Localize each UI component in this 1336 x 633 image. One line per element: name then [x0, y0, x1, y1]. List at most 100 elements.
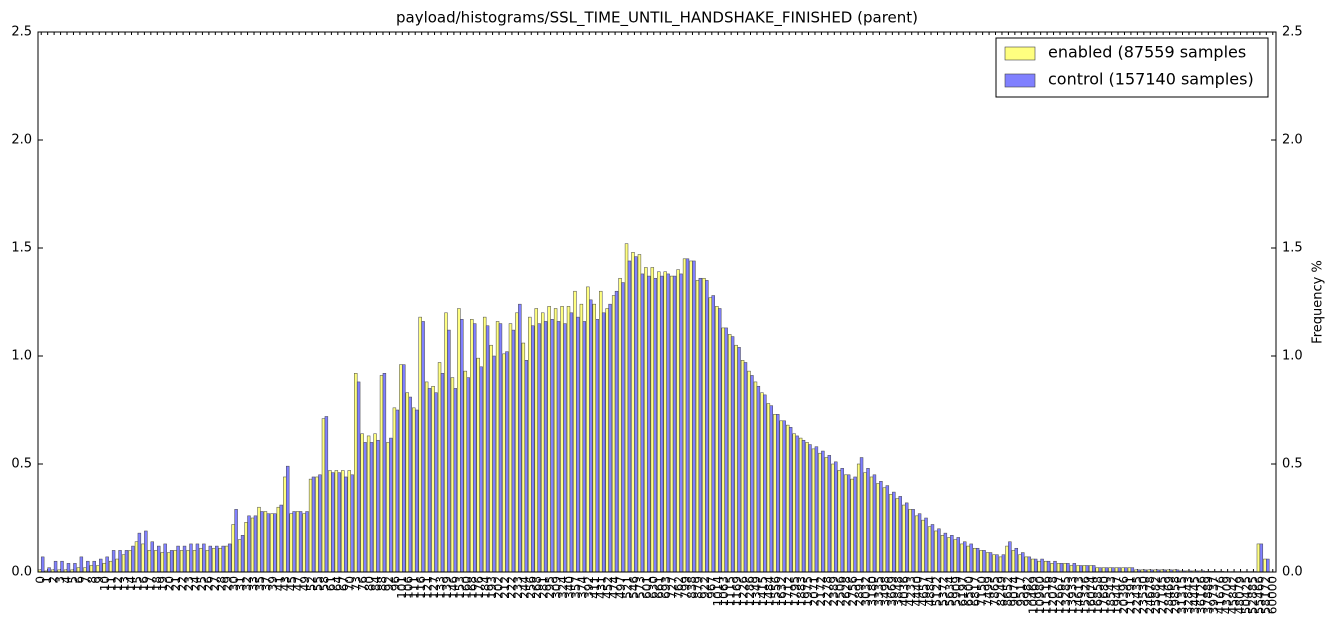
- bar: [231, 524, 235, 573]
- bar: [356, 381, 361, 573]
- x-tick-label: 661: [653, 576, 667, 599]
- bar: [253, 515, 258, 573]
- bar: [1095, 567, 1099, 573]
- bar: [647, 275, 651, 573]
- bar: [611, 295, 616, 573]
- bar: [66, 563, 71, 573]
- bar: [134, 541, 139, 573]
- bar: [608, 303, 612, 573]
- bar: [850, 478, 854, 573]
- bar: [601, 312, 606, 573]
- x-tick-label: 2756: [846, 576, 860, 607]
- x-tick-label: 630: [646, 576, 660, 599]
- bar: [47, 567, 51, 573]
- bar: [479, 366, 483, 573]
- bar: [73, 563, 77, 573]
- bar: [937, 528, 941, 573]
- bar: [814, 446, 819, 573]
- bar: [40, 556, 45, 573]
- bar: [369, 442, 374, 573]
- bar: [637, 254, 642, 573]
- x-tick-label: 4884: [924, 576, 938, 607]
- bar: [1053, 560, 1057, 573]
- bar: [221, 545, 225, 573]
- bar: [273, 513, 277, 573]
- bar: [776, 414, 780, 573]
- bar: [753, 381, 758, 573]
- bar: [434, 392, 438, 573]
- bar: [111, 550, 116, 573]
- x-tick-label: 48079: [1233, 576, 1247, 614]
- bar: [389, 437, 393, 573]
- bar: [515, 312, 519, 573]
- bar: [199, 547, 203, 573]
- x-tick-label: 15326: [1078, 576, 1092, 614]
- legend-box: [995, 37, 1269, 98]
- x-tick-label: 168: [466, 576, 480, 599]
- bar: [518, 303, 522, 573]
- bar: [470, 319, 474, 573]
- bar: [295, 511, 300, 573]
- bar: [576, 316, 580, 573]
- bar: [321, 418, 326, 573]
- x-tick-label: 7: [79, 576, 93, 584]
- bar: [176, 545, 180, 573]
- bar: [1069, 565, 1074, 573]
- x-tick-label: 52885: [1246, 576, 1260, 614]
- bar: [237, 539, 242, 573]
- bar: [982, 550, 986, 573]
- bar: [659, 275, 664, 573]
- bar: [1050, 563, 1054, 573]
- bar: [550, 319, 554, 573]
- x-tick-label: 1632: [775, 576, 789, 607]
- bar: [521, 342, 526, 573]
- x-tick-label: 1712: [782, 576, 796, 607]
- bar: [186, 550, 190, 573]
- x-tick-label: 106: [401, 576, 415, 599]
- bar: [872, 474, 877, 573]
- x-tick-label: 411: [588, 576, 602, 599]
- x-tick-label: 24678: [1143, 576, 1157, 614]
- y2-tick-label: 2.5: [1282, 25, 1303, 40]
- bar: [782, 420, 786, 573]
- bar: [154, 550, 158, 573]
- bar: [995, 554, 999, 573]
- x-tick-label: 39737: [1207, 576, 1221, 614]
- x-tick-label: 1: [40, 576, 54, 584]
- bar: [524, 360, 528, 573]
- x-tick-label: 4440: [911, 576, 925, 607]
- bar: [485, 325, 490, 573]
- y2-tick-label: 0.5: [1282, 457, 1303, 472]
- bar: [482, 316, 487, 573]
- bar: [779, 420, 783, 573]
- bar: [1085, 565, 1089, 573]
- bar: [692, 260, 696, 573]
- x-tick-label: 12667: [1052, 576, 1066, 614]
- x-tick-label: 1415: [756, 576, 770, 607]
- x-tick-label: 879: [691, 576, 705, 599]
- x-tick-label: 392: [582, 576, 596, 599]
- x-tick-label: 573: [633, 576, 647, 599]
- x-tick-label: 96: [388, 576, 402, 591]
- bar: [495, 321, 500, 573]
- bar: [266, 513, 271, 573]
- x-tick-label: 92: [382, 576, 396, 591]
- bar: [876, 483, 880, 573]
- bar: [911, 509, 915, 573]
- x-tick-label: 176: [472, 576, 486, 599]
- bar: [553, 308, 558, 573]
- x-tick-label: 2172: [814, 576, 828, 607]
- bar: [705, 280, 709, 573]
- bar: [834, 461, 838, 573]
- bar: [1117, 567, 1122, 573]
- bar: [975, 547, 980, 573]
- bar: [408, 396, 412, 573]
- bar: [108, 560, 113, 573]
- bar: [685, 258, 690, 573]
- bar: [718, 308, 722, 573]
- bar: [788, 427, 793, 573]
- bar: [498, 323, 503, 573]
- legend-label: enabled (87559 samples: [1048, 43, 1246, 62]
- bar: [676, 269, 680, 573]
- y-tick-label: 2.0: [11, 133, 32, 148]
